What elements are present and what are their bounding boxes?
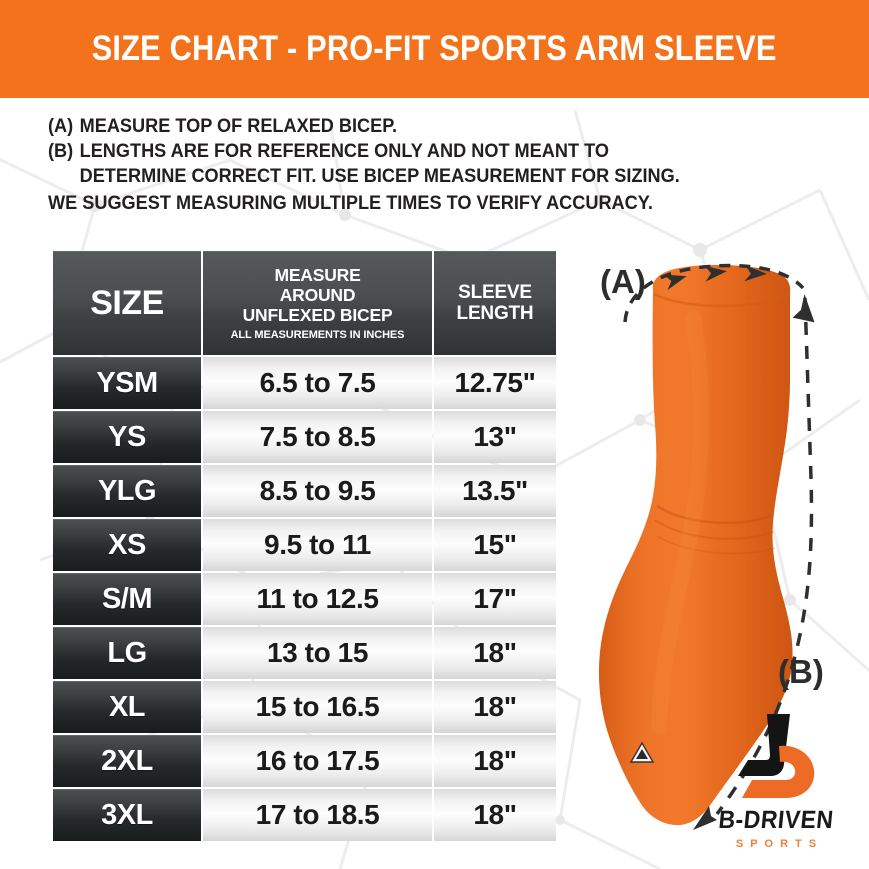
- table-row: YLG 8.5 to 9.5 13.5": [53, 465, 556, 517]
- cell-size: LG: [53, 627, 201, 679]
- brand-logo: B-DRIVEN SPORTS: [690, 712, 862, 850]
- cell-length: 18": [434, 627, 556, 679]
- table-row: XS 9.5 to 11 15": [53, 519, 556, 571]
- table-header-row: SIZE MEASURE AROUND UNFLEXED BICEP ALL M…: [53, 251, 556, 355]
- column-header-length: SLEEVE LENGTH: [434, 251, 556, 355]
- size-chart-table: SIZE MEASURE AROUND UNFLEXED BICEP ALL M…: [51, 249, 558, 843]
- cell-length: 15": [434, 519, 556, 571]
- header-banner: SIZE CHART - PRO-FIT SPORTS ARM SLEEVE: [0, 0, 869, 98]
- cell-size: XL: [53, 681, 201, 733]
- column-header-size: SIZE: [53, 251, 201, 355]
- instruction-line-c: WE SUGGEST MEASURING MULTIPLE TIMES TO V…: [48, 192, 653, 214]
- page-title: SIZE CHART - PRO-FIT SPORTS ARM SLEEVE: [92, 29, 777, 68]
- cell-bicep: 13 to 15: [203, 627, 432, 679]
- table-row: 2XL 16 to 17.5 18": [53, 735, 556, 787]
- sleeve-brand-tag: [629, 741, 655, 763]
- cell-length: 13.5": [434, 465, 556, 517]
- column-header-bicep-line3: UNFLEXED BICEP: [242, 304, 393, 325]
- measurement-label-b: (B): [778, 653, 824, 690]
- table-row: S/M 11 to 12.5 17": [53, 573, 556, 625]
- cell-size: 2XL: [53, 735, 201, 787]
- table-row: 3XL 17 to 18.5 18": [53, 789, 556, 841]
- column-header-length-line2: LENGTH: [456, 303, 534, 324]
- instruction-line-b-continued: DETERMINE CORRECT FIT. USE BICEP MEASURE…: [79, 165, 680, 187]
- column-header-length-line1: SLEEVE: [458, 282, 532, 303]
- cell-bicep: 9.5 to 11: [203, 519, 432, 571]
- cell-length: 12.75": [434, 357, 556, 409]
- instructions-block: (A) MEASURE TOP OF RELAXED BICEP. (B) LE…: [48, 114, 818, 216]
- table-row: YS 7.5 to 8.5 13": [53, 411, 556, 463]
- instruction-text-a: MEASURE TOP OF RELAXED BICEP.: [79, 115, 398, 137]
- measurement-label-a: (A): [600, 263, 646, 300]
- cell-bicep: 16 to 17.5: [203, 735, 432, 787]
- cell-size: S/M: [53, 573, 201, 625]
- instruction-text-b: LENGTHS ARE FOR REFERENCE ONLY AND NOT M…: [79, 140, 609, 162]
- cell-size: YS: [53, 411, 201, 463]
- cell-length: 13": [434, 411, 556, 463]
- cell-length: 18": [434, 681, 556, 733]
- column-header-bicep-line1: MEASURE: [274, 264, 361, 285]
- instruction-tag-a: (A): [48, 115, 74, 137]
- logo-wordmark: B-DRIVEN: [717, 806, 835, 834]
- table-row: YSM 6.5 to 7.5 12.75": [53, 357, 556, 409]
- column-header-bicep-note: ALL MEASUREMENTS IN INCHES: [230, 328, 405, 341]
- cell-bicep: 7.5 to 8.5: [203, 411, 432, 463]
- cell-bicep: 11 to 12.5: [203, 573, 432, 625]
- cell-size: 3XL: [53, 789, 201, 841]
- measure-b-arrowheads: [693, 294, 815, 830]
- cell-bicep: 15 to 16.5: [203, 681, 432, 733]
- instruction-line-b: (B) LENGTHS ARE FOR REFERENCE ONLY AND N…: [48, 139, 764, 164]
- cell-length: 18": [434, 789, 556, 841]
- cell-size: XS: [53, 519, 201, 571]
- cell-length: 18": [434, 735, 556, 787]
- logo-subtext: SPORTS: [735, 838, 824, 850]
- column-header-bicep-line2: AROUND: [279, 284, 356, 305]
- instruction-line-a: (A) MEASURE TOP OF RELAXED BICEP.: [48, 114, 764, 139]
- cell-bicep: 6.5 to 7.5: [203, 357, 432, 409]
- cell-size: YSM: [53, 357, 201, 409]
- table-row: XL 15 to 16.5 18": [53, 681, 556, 733]
- b-driven-logo-mark: [738, 714, 815, 798]
- cell-length: 17": [434, 573, 556, 625]
- cell-size: YLG: [53, 465, 201, 517]
- column-header-bicep: MEASURE AROUND UNFLEXED BICEP ALL MEASUR…: [203, 251, 432, 355]
- cell-bicep: 17 to 18.5: [203, 789, 432, 841]
- column-header-size-label: SIZE: [90, 283, 164, 322]
- table-row: LG 13 to 15 18": [53, 627, 556, 679]
- instruction-tag-b: (B): [48, 140, 74, 162]
- cell-bicep: 8.5 to 9.5: [203, 465, 432, 517]
